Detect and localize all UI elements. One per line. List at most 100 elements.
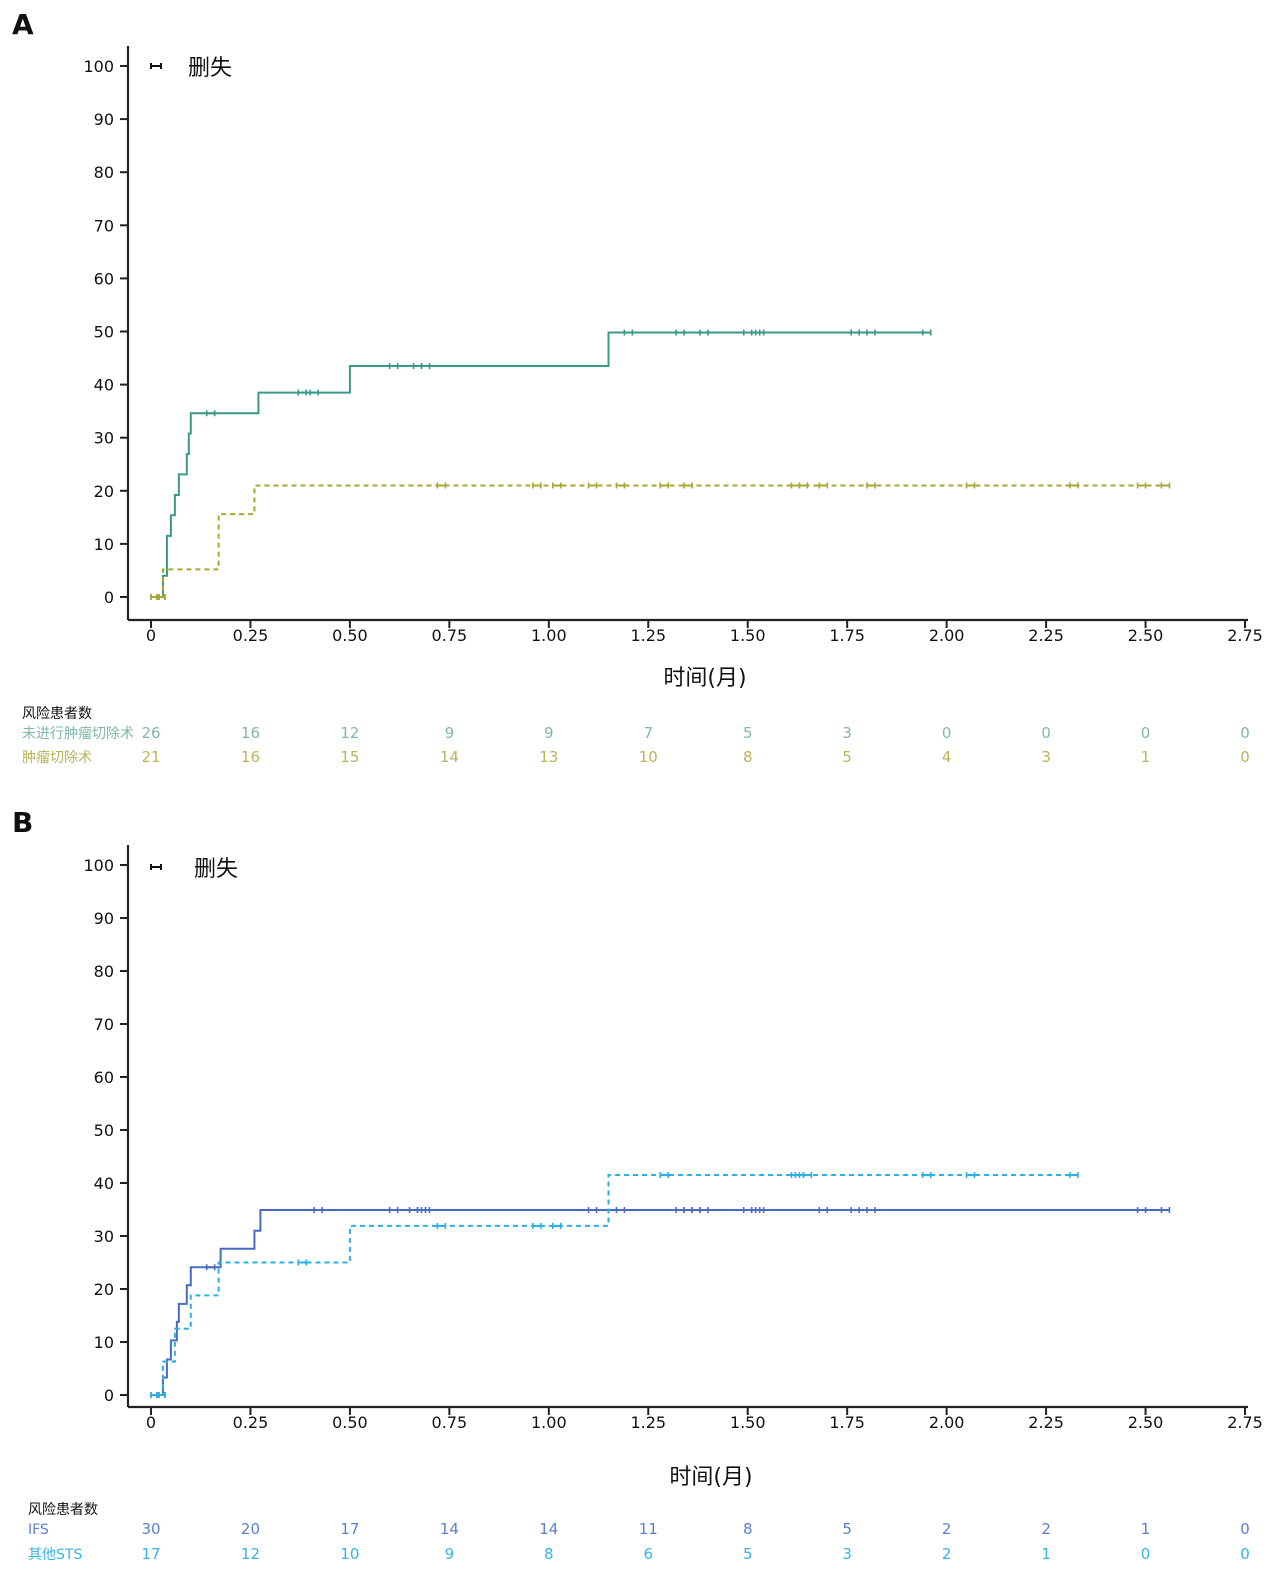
censor-mark xyxy=(388,363,399,370)
censor-mark xyxy=(587,482,598,489)
legend: 删失 xyxy=(150,56,232,81)
censor-mark xyxy=(818,1207,829,1214)
x-tick-label: 0.50 xyxy=(332,1413,368,1432)
y-tick-label: 80 xyxy=(94,163,114,182)
risk-row-value: 14 xyxy=(539,1520,558,1538)
panel-label: B xyxy=(12,806,33,839)
y-tick-label: 100 xyxy=(83,57,114,76)
risk-row-value: 20 xyxy=(241,1520,260,1538)
series-2 xyxy=(150,482,1171,600)
y-tick-label: 60 xyxy=(94,269,114,288)
censor-mark xyxy=(699,1207,709,1214)
panel-label: A xyxy=(12,8,34,41)
censor-mark xyxy=(675,329,685,336)
censor-mark xyxy=(659,482,669,489)
censor-mark xyxy=(683,482,693,489)
risk-row-value: 8 xyxy=(743,1520,753,1538)
series-line xyxy=(151,331,927,598)
risk-row-value: 13 xyxy=(539,748,558,766)
censor-mark xyxy=(1136,482,1147,489)
series-line xyxy=(151,1209,1166,1396)
risk-row-value: 12 xyxy=(241,1545,260,1563)
censor-mark xyxy=(742,1207,753,1214)
x-tick-label: 0 xyxy=(146,1413,156,1432)
risk-row-value: 26 xyxy=(141,724,160,742)
x-tick-label: 2.00 xyxy=(929,626,965,645)
legend-label: 删失 xyxy=(188,56,232,81)
risk-row-value: 6 xyxy=(643,1545,653,1563)
risk-row-label: 未进行肿瘤切除术 xyxy=(22,725,134,742)
x-tick-label: 1.50 xyxy=(730,626,766,645)
y-tick-label: 80 xyxy=(94,962,114,981)
y-tick-label: 10 xyxy=(94,535,114,554)
censor-mark xyxy=(798,482,809,489)
risk-table-title: 风险患者数 xyxy=(22,706,92,722)
y-tick-label: 30 xyxy=(94,1227,114,1246)
censor-mark xyxy=(309,389,319,396)
censor-mark xyxy=(436,1222,447,1229)
risk-row-value: 17 xyxy=(340,1520,359,1538)
y-tick-label: 40 xyxy=(94,1174,114,1193)
x-tick-label: 2.75 xyxy=(1227,626,1263,645)
risk-row-value: 8 xyxy=(544,1545,554,1563)
series-line xyxy=(151,484,1166,598)
legend-label: 删失 xyxy=(194,857,238,882)
censor-mark xyxy=(436,482,447,489)
risk-row-value: 14 xyxy=(440,1520,459,1538)
x-tick-label: 2.75 xyxy=(1227,1413,1263,1432)
censor-mark xyxy=(587,1207,598,1214)
x-tick-label: 1.25 xyxy=(630,1413,666,1432)
censor-mark xyxy=(297,1259,307,1266)
risk-row-value: 2 xyxy=(942,1545,952,1563)
risk-row-value: 1 xyxy=(1141,1520,1151,1538)
y-tick-label: 90 xyxy=(94,110,114,129)
series-1 xyxy=(150,1207,1171,1398)
series-2 xyxy=(150,1172,1079,1398)
y-tick-label: 10 xyxy=(94,1333,114,1352)
censor-mark xyxy=(551,482,562,489)
risk-row-value: 5 xyxy=(743,724,753,742)
censor-mark xyxy=(742,329,753,336)
censor-mark xyxy=(615,482,626,489)
risk-row-value: 10 xyxy=(340,1545,359,1563)
risk-row-value: 9 xyxy=(445,1545,455,1563)
risk-row-value: 30 xyxy=(141,1520,160,1538)
censor-mark xyxy=(866,482,876,489)
censor-mark xyxy=(297,389,307,396)
censor-mark xyxy=(921,329,932,336)
risk-row-label: 其他STS xyxy=(28,1547,82,1563)
y-tick-label: 70 xyxy=(94,1015,114,1034)
risk-row-value: 16 xyxy=(241,724,260,742)
x-tick-label: 1.50 xyxy=(730,1413,766,1432)
y-tick-label: 40 xyxy=(94,376,114,395)
x-axis-title: 时间(月) xyxy=(669,1465,752,1490)
censor-mark xyxy=(1160,1207,1171,1214)
x-tick-label: 1.00 xyxy=(531,1413,567,1432)
x-axis-title: 时间(月) xyxy=(663,666,746,691)
censor-mark xyxy=(156,1392,166,1398)
censor-mark xyxy=(675,1207,685,1214)
risk-row-value: 11 xyxy=(639,1520,658,1538)
censor-mark xyxy=(683,1207,693,1214)
risk-row-value: 2 xyxy=(942,1520,952,1538)
censor-mark xyxy=(532,482,542,489)
x-tick-label: 0.75 xyxy=(432,626,468,645)
y-tick-label: 60 xyxy=(94,1068,114,1087)
censor-mark xyxy=(412,363,423,370)
risk-row-label: 肿瘤切除术 xyxy=(22,749,92,766)
censor-mark xyxy=(866,1207,876,1214)
censor-mark xyxy=(965,1172,976,1179)
risk-row-value: 1 xyxy=(1141,748,1151,766)
x-tick-label: 1.75 xyxy=(829,1413,865,1432)
risk-row-value: 0 xyxy=(1240,748,1250,766)
censor-mark xyxy=(699,329,709,336)
risk-row-value: 16 xyxy=(241,748,260,766)
censor-mark xyxy=(850,1207,860,1214)
series-line xyxy=(151,1174,1074,1396)
risk-row-value: 3 xyxy=(1041,748,1051,766)
censor-mark xyxy=(615,1207,626,1214)
